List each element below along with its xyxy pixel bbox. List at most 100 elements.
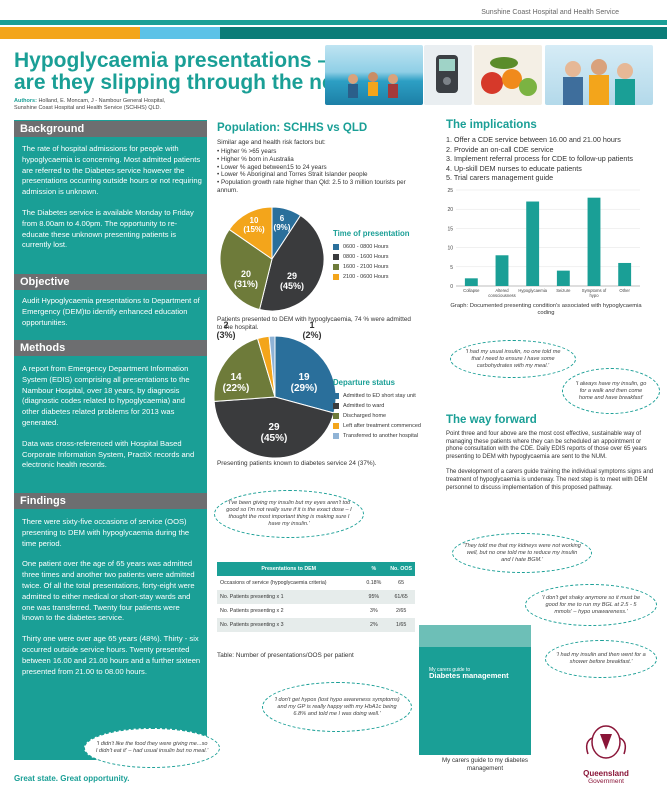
- poster-title: Hypoglycaemia presentations – are they s…: [14, 49, 354, 94]
- findings-text: There were sixty-five occasions of servi…: [22, 517, 201, 676]
- way-forward-text: Point three and four above are the most …: [446, 431, 654, 491]
- quote-bubble: 'I didn't like the food they were giving…: [84, 728, 220, 768]
- pie-slice: [213, 396, 335, 459]
- x-tick-label: consciousness: [488, 293, 515, 298]
- list-item: 4. Up-skill DEM nurses to educate patien…: [446, 163, 582, 173]
- presenting-condition-bar-chart: 0 5 10 15 20 25 Collapse AlteredconsciousnessHy…: [447, 188, 640, 298]
- pie-value-label: 29: [268, 422, 280, 433]
- way-forward-heading: The way forward: [446, 414, 537, 426]
- x-tick-label: Other: [619, 288, 630, 293]
- hhs-name: Sunshine Coast Hospital and Health Servi…: [481, 9, 619, 16]
- pie-pct-label: (45%): [280, 281, 304, 291]
- list-item: 2. Provide an on-call CDE service: [446, 144, 554, 154]
- pie-pct-label: (3%): [216, 330, 235, 340]
- background-text: The rate of hospital admissions for peop…: [22, 144, 202, 250]
- quote-bubble: 'I always have my insulin, go for a walk…: [562, 368, 660, 414]
- quote-bubble: 'I've been giving my insulin but my eyes…: [214, 490, 364, 538]
- pie-value-label: 14: [230, 372, 242, 383]
- quote-bubble: 'I don't get hypos (lost hypo awareness …: [262, 682, 412, 732]
- pie-slice: [228, 206, 273, 260]
- glucose-meter-image: [436, 55, 458, 93]
- list-item: Population growth rate higher than Qld: …: [217, 179, 417, 195]
- crest-icon: [585, 725, 627, 759]
- table-row: No. Patients presenting x 1 95% 61/65: [217, 590, 415, 604]
- list-item: Higher % born in Australia: [217, 156, 417, 164]
- legend-item: Discharged home: [333, 411, 421, 421]
- population-bullets: Higher % >65 years Higher % born in Aust…: [217, 148, 417, 195]
- pie-value-label: 10: [250, 216, 259, 225]
- legend-item: 0800 - 1600 Hours: [333, 252, 410, 262]
- pie-pct-label: (15%): [243, 225, 265, 234]
- qld-wordmark: Queensland: [583, 769, 629, 778]
- authors: Authors: Holland, E. Moncam, J - Nambour…: [14, 98, 166, 111]
- pie-value-label: 6: [280, 214, 285, 223]
- bar: [526, 201, 540, 286]
- pie-pct-label: (31%): [234, 279, 258, 289]
- pie-slice: [268, 335, 276, 398]
- quote-bubble: 'I had my insulin and then went for a sh…: [545, 640, 657, 678]
- legend-item: Admitted to ED short stay unit: [333, 391, 421, 401]
- pie-value-label: 20: [241, 269, 251, 279]
- pie-pct-label: (2%): [302, 330, 321, 340]
- booklet-caption: My carers guide to my diabetes managemen…: [442, 757, 528, 772]
- y-tick-label: 20: [447, 207, 453, 213]
- pie-pct-label: (22%): [223, 383, 250, 394]
- table-header-row: Presentations to DEM % No. OOS: [217, 562, 415, 576]
- header-stripe: [0, 20, 667, 25]
- pie-slice: [219, 228, 273, 311]
- legend-item: 2100 - 0600 Hours: [333, 272, 410, 282]
- list-item: 3. Implement referral process for CDE to…: [446, 154, 633, 163]
- header-stripe-teal: [220, 27, 667, 39]
- pie-slice: [258, 214, 325, 312]
- bar: [495, 255, 509, 286]
- bar-chart-caption: Graph: Documented presenting condition's…: [450, 303, 642, 316]
- presentations-table: Presentations to DEM % No. OOS Occasions…: [217, 562, 415, 632]
- top-bar: Sunshine Coast Hospital and Health Servi…: [0, 0, 667, 18]
- y-tick-label: 25: [447, 188, 453, 194]
- list-item: 5. Trial carers management guide: [446, 173, 554, 182]
- family-image: [563, 59, 635, 105]
- table-row: Occasions of service (hypoglycaemia crit…: [220, 580, 405, 586]
- quote-bubble: 'I had my usual insulin, no one told me …: [450, 340, 576, 378]
- legend-item: 1600 - 2100 Hours: [333, 262, 410, 272]
- population-heading: Population: SCHHS vs QLD: [217, 122, 368, 134]
- footer-tagline: Great state. Great opportunity.: [14, 774, 130, 783]
- departure-status-pie: 19(29%) 29(45%) 14(22%) 2(3%) 1(2%): [213, 320, 337, 459]
- x-tick-label: Hypoglycaemia: [518, 288, 547, 293]
- y-tick-label: 15: [447, 226, 453, 232]
- legend-item: Admitted to ward: [333, 401, 421, 411]
- legend-item: Left after treatment commenced: [333, 421, 421, 431]
- findings-heading: Findings: [14, 493, 207, 509]
- y-tick-label: 0: [450, 284, 453, 290]
- population-caption: Patients presented to DEM with hypoglyca…: [217, 316, 411, 332]
- x-tick-label: Collapse: [463, 288, 480, 293]
- pie-pct-label: (45%): [261, 433, 288, 444]
- table-caption: Table: Number of presentations/OOS per p…: [217, 652, 354, 659]
- list-item: Lower % aged between15 to 24 years: [217, 164, 417, 172]
- x-tick-label: Seizure: [556, 288, 571, 293]
- objective-heading: Objective: [14, 274, 207, 290]
- pie-pct-label: (9%): [274, 223, 291, 232]
- queensland-government-logo: Queensland Government: [576, 720, 636, 790]
- pie-slice: [213, 337, 276, 402]
- departure-legend: Departure status Admitted to ED short st…: [333, 378, 421, 439]
- implications-heading: The implications: [446, 119, 537, 131]
- list-item: 1. Offer a CDE service between 16.00 and…: [446, 135, 621, 144]
- header-stripe-blue: [140, 27, 220, 39]
- table-row: No. Patients presenting x 2 3% 2/65: [220, 608, 407, 614]
- implications-list: 1. Offer a CDE service between 16.00 and…: [446, 135, 633, 183]
- bar: [618, 262, 632, 286]
- carers-guide-booklet: My carers guide to Diabetes management: [419, 625, 531, 755]
- fruit-vegetables-image: [481, 57, 537, 96]
- header-stripe-yellow: [0, 27, 140, 39]
- beach-people-image: [348, 72, 398, 98]
- pie-value-label: 29: [287, 271, 297, 281]
- population-intro: Similar age and health risk factors but:: [217, 139, 326, 146]
- quote-bubble: 'They told me that my kidneys were not w…: [452, 533, 592, 573]
- background-heading: Background: [14, 121, 207, 137]
- bar: [587, 197, 601, 286]
- pie-pct-label: (29%): [291, 383, 318, 394]
- pie-value-label: 2: [223, 320, 228, 330]
- list-item: Higher % >65 years: [217, 148, 417, 156]
- quote-bubble: 'I don't get shaky anymore so it must be…: [525, 584, 657, 626]
